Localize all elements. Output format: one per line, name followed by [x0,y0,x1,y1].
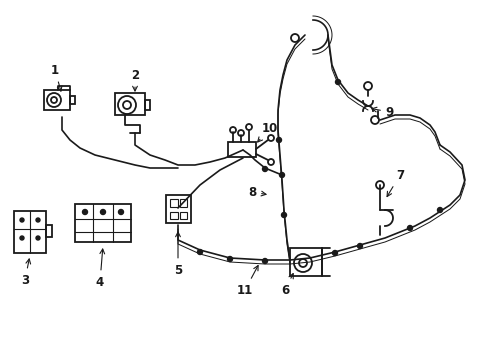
Circle shape [276,138,281,143]
Circle shape [335,80,340,85]
Text: 2: 2 [131,68,139,91]
Bar [46,225,52,237]
Bar [180,199,186,207]
Text: 5: 5 [174,232,182,276]
Circle shape [332,251,337,256]
Text: 7: 7 [386,168,403,197]
Bar [165,195,191,223]
Text: 11: 11 [236,266,258,297]
Circle shape [357,243,362,248]
Bar [115,93,145,115]
Circle shape [36,236,40,240]
Circle shape [20,236,24,240]
Text: 10: 10 [257,122,278,142]
Circle shape [262,166,267,171]
Circle shape [20,218,24,222]
Circle shape [197,249,202,255]
Text: 9: 9 [371,105,393,118]
Circle shape [118,210,123,215]
Bar [145,100,150,110]
Circle shape [262,258,267,264]
Bar [170,212,178,219]
Circle shape [279,172,284,177]
Circle shape [36,218,40,222]
Text: 3: 3 [21,259,31,287]
Text: 8: 8 [247,185,265,198]
Bar [70,96,75,104]
Bar [180,212,186,219]
Bar [170,199,178,207]
Circle shape [82,210,87,215]
Text: 6: 6 [280,274,293,297]
Circle shape [437,207,442,212]
Bar [75,204,131,242]
Bar [227,142,256,157]
Circle shape [101,210,105,215]
Circle shape [227,256,232,261]
Bar [289,248,321,276]
Text: 1: 1 [51,63,62,91]
Bar [14,211,46,253]
Circle shape [407,225,412,230]
Circle shape [281,212,286,217]
Bar [44,90,70,110]
Text: 4: 4 [96,249,104,288]
